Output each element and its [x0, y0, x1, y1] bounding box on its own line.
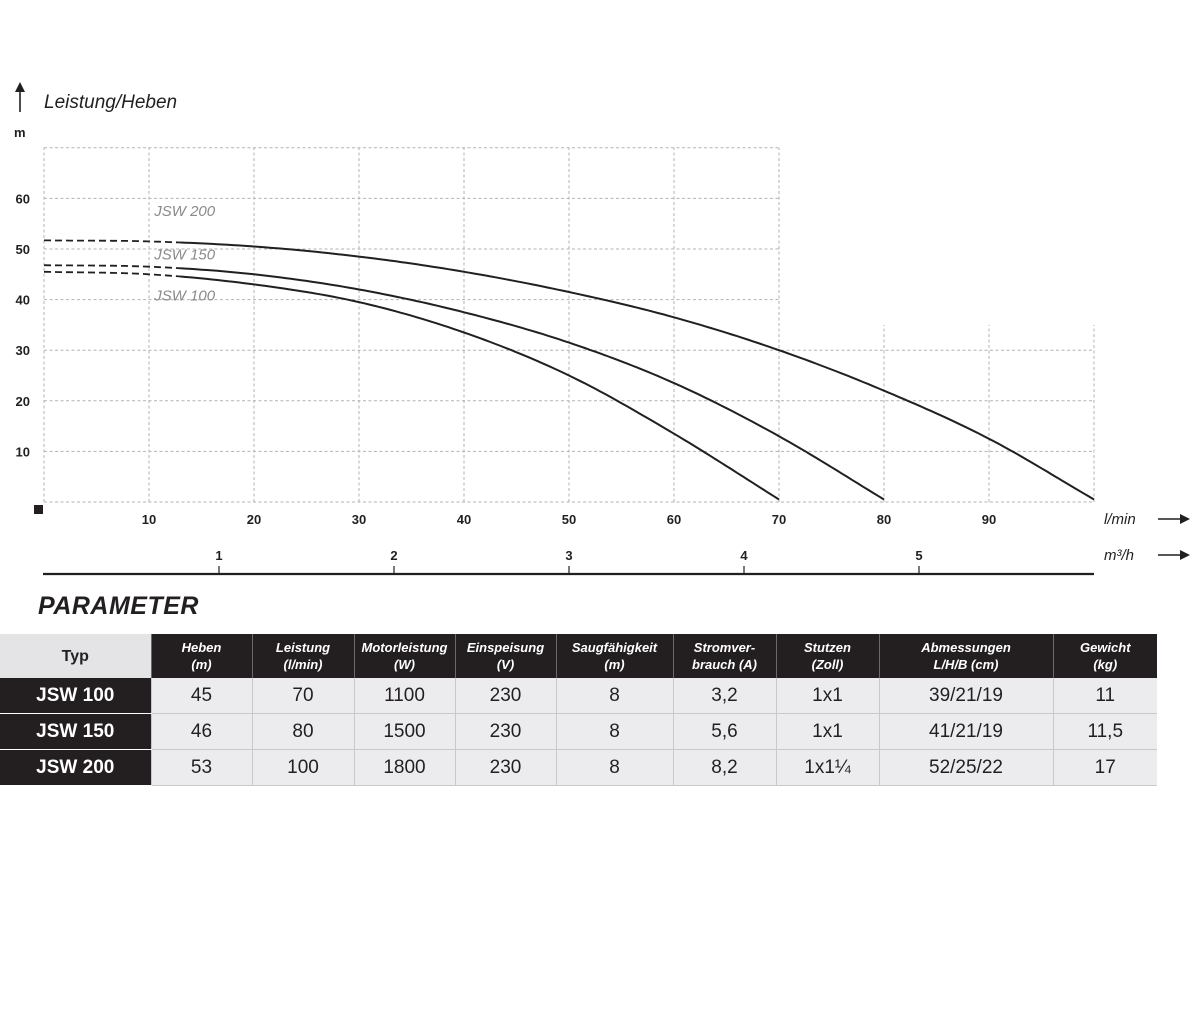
x-tick-label: 50: [562, 512, 576, 527]
table-row: JSW 150 46 80 1500 230 8 5,6 1x1 41/21/1…: [0, 713, 1157, 750]
y-axis-arrow-icon: [15, 82, 25, 92]
x2-tick-label: 4: [740, 548, 748, 563]
cell-stutzen: 1x1¼: [775, 749, 879, 786]
x-tick-label: 20: [247, 512, 261, 527]
x2-tick-label: 1: [215, 548, 222, 563]
x-tick-label: 40: [457, 512, 471, 527]
chart-axes: Leistung/Heben m l/min m³/h: [14, 82, 1190, 576]
x-axis-arrow-icon: [1180, 514, 1190, 524]
series-label: JSW 200: [153, 203, 216, 220]
x2-axis-unit: m³/h: [1104, 547, 1134, 564]
x-tick-label: 90: [982, 512, 996, 527]
x-tick-label: 60: [667, 512, 681, 527]
cell-motorleistung: 1500: [353, 713, 455, 750]
x-tick-label: 80: [877, 512, 891, 527]
header-motorleistung: Motorleistung (W): [353, 634, 455, 678]
y-axis-unit: m: [14, 125, 26, 140]
y-axis-label: Leistung/Heben: [44, 92, 177, 113]
header-stutzen: Stutzen (Zoll): [775, 634, 879, 678]
table-header-row: Typ Heben (m) Leistung (l/min) Motorleistu…: [0, 634, 1157, 678]
cell-leistung: 100: [251, 749, 354, 786]
header-einspeisung: Einspeisung (V): [454, 634, 556, 678]
cell-heben: 46: [150, 713, 252, 750]
header-abmessungen: Abmessungen L/H/B (cm): [878, 634, 1053, 678]
series-line: [180, 241, 1095, 501]
x2-tick-label: 2: [390, 548, 397, 563]
origin-marker: [34, 505, 43, 514]
header-leistung: Leistung (l/min): [251, 634, 354, 678]
y-tick-label: 10: [16, 444, 30, 459]
cell-gewicht: 17: [1052, 749, 1157, 786]
x-tick-label: 30: [352, 512, 366, 527]
series-label: JSW 150: [153, 247, 216, 264]
cell-stutzen: 1x1: [775, 713, 879, 750]
header-gewicht: Gewicht (kg): [1052, 634, 1157, 678]
series-line-dashed: [43, 270, 181, 278]
x2-tick-label: 3: [565, 548, 572, 563]
cell-einspeisung: 230: [454, 678, 556, 714]
cell-abmessungen: 41/21/19: [878, 713, 1053, 750]
chart-ticks: 10 20 30 40 50 60 10 20 30 40 50 60 70 80 90 1 2 3 4 5: [16, 191, 996, 574]
cell-einspeisung: 230: [454, 749, 556, 786]
cell-motorleistung: 1800: [353, 749, 455, 786]
header-stromverbrauch: Stromver-brauch (A): [672, 634, 776, 678]
series-line: [180, 275, 780, 501]
series-line-dashed: [43, 264, 181, 270]
cell-einspeisung: 230: [454, 713, 556, 750]
x2-tick-label: 5: [915, 548, 922, 563]
cell-heben: 53: [150, 749, 252, 786]
cell-gewicht: 11: [1052, 678, 1157, 714]
cell-leistung: 80: [251, 713, 354, 750]
cell-abmessungen: 39/21/19: [878, 678, 1053, 714]
cell-saugfaehigkeit: 8: [555, 713, 673, 750]
cell-typ: JSW 200: [0, 749, 151, 786]
y-tick-label: 50: [16, 242, 30, 257]
pump-curve-chart: Leistung/Heben m l/min m³/h 10 20 30 40 50 60…: [14, 82, 1190, 576]
cell-stromverbrauch: 5,6: [672, 713, 776, 750]
cell-typ: JSW 100: [0, 678, 151, 714]
cell-leistung: 70: [251, 678, 354, 714]
y-tick-label: 40: [16, 293, 30, 308]
y-tick-label: 60: [16, 191, 30, 206]
y-tick-label: 20: [16, 394, 30, 409]
cell-abmessungen: 52/25/22: [878, 749, 1053, 786]
chart-grid: [43, 147, 1095, 503]
header-saugfaehigkeit: Saugfähigkeit (m): [555, 634, 673, 678]
chart-series-labels: JSW 200 JSW 150 JSW 100: [153, 203, 216, 305]
parameter-title: PARAMETER: [34, 590, 203, 622]
series-label: JSW 100: [153, 288, 216, 305]
table-row: JSW 100 45 70 1100 230 8 3,2 1x1 39/21/1…: [0, 678, 1157, 714]
cell-saugfaehigkeit: 8: [555, 678, 673, 714]
header-heben: Heben (m): [150, 634, 252, 678]
x2-axis-arrow-icon: [1180, 550, 1190, 560]
cell-stromverbrauch: 3,2: [672, 678, 776, 714]
cell-typ: JSW 150: [0, 713, 151, 750]
series-line: [180, 267, 885, 501]
cell-stutzen: 1x1: [775, 678, 879, 714]
header-typ: Typ: [0, 634, 151, 678]
x-tick-label: 10: [142, 512, 156, 527]
x-axis-unit: l/min: [1104, 511, 1136, 528]
cell-gewicht: 11,5: [1052, 713, 1157, 750]
cell-saugfaehigkeit: 8: [555, 749, 673, 786]
series-line-dashed: [44, 239, 181, 244]
cell-heben: 45: [150, 678, 252, 714]
y-tick-label: 30: [16, 343, 30, 358]
cell-stromverbrauch: 8,2: [672, 749, 776, 786]
parameter-table: Typ Heben (m) Leistung (l/min) Motorleistu…: [0, 634, 1157, 786]
x-tick-label: 70: [772, 512, 786, 527]
table-row: JSW 200 53 100 1800 230 8 8,2 1x1¼ 52/25…: [0, 749, 1157, 786]
cell-motorleistung: 1100: [353, 678, 455, 714]
chart-series: [43, 239, 1095, 501]
